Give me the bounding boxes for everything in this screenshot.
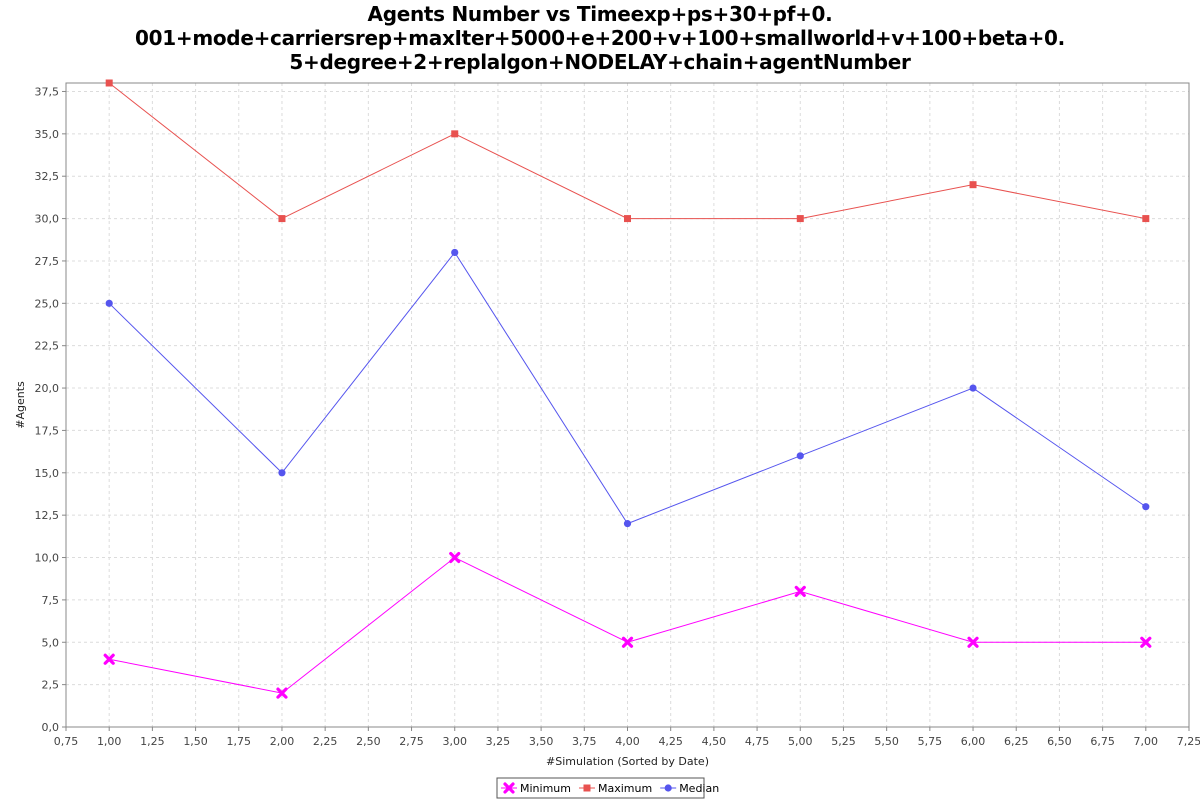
- legend-label-median: Median: [679, 782, 719, 795]
- legend-marker-median: [664, 784, 672, 792]
- data-point-minimum: [621, 636, 634, 648]
- data-point-median: [451, 248, 459, 257]
- chart-title-line-1: Agents Number vs Timeexp+ps+30+pf+0.: [367, 2, 833, 26]
- legend-marker-minimum: [503, 782, 515, 794]
- x-tick-label: 4,00: [615, 735, 640, 748]
- y-tick-label: 25,0: [35, 297, 60, 310]
- series-markers: [103, 79, 1152, 699]
- data-point-maximum: [624, 215, 631, 223]
- legend-label-minimum: Minimum: [520, 782, 571, 795]
- legend-box: [496, 777, 705, 799]
- legend-label-maximum: Maximum: [598, 782, 652, 795]
- y-tick-label: 7,5: [42, 594, 60, 607]
- y-tick-label: 5,0: [42, 636, 60, 649]
- x-tick-label: 6,25: [1004, 735, 1029, 748]
- x-axis-label: #Simulation (Sorted by Date): [546, 755, 709, 768]
- x-tick-label: 3,00: [442, 735, 467, 748]
- data-point-median: [796, 452, 804, 460]
- x-tick-label: 6,00: [961, 735, 986, 748]
- data-point-median: [623, 520, 632, 528]
- x-tick-label: 2,75: [399, 735, 424, 748]
- chart-title-line-3: 5+degree+2+replalgon+NODELAY+chain+agent…: [289, 50, 911, 74]
- y-tick-label: 37,5: [35, 85, 60, 98]
- x-tick-label: 4,75: [745, 735, 770, 748]
- y-tick-label: 0,0: [42, 721, 60, 734]
- x-tick-label: 3,75: [572, 735, 597, 748]
- legend: Minimum Maximum Median: [496, 777, 719, 799]
- legend-item-median: Median: [660, 782, 719, 795]
- y-tick-label: 32,5: [35, 170, 60, 183]
- y-tick-label: 35,0: [35, 128, 60, 141]
- data-point-median: [969, 384, 977, 392]
- x-tick-label: 5,25: [831, 735, 856, 748]
- legend-marker-maximum: [583, 784, 591, 792]
- x-tick-label: 7,25: [1177, 735, 1200, 748]
- x-tick-label: 5,00: [788, 735, 813, 748]
- y-tick-label: 10,0: [35, 552, 60, 565]
- x-tick-label: 5,75: [918, 735, 943, 748]
- x-tick-label: 4,50: [702, 735, 727, 748]
- grid: [65, 83, 1190, 728]
- axes: 0,75 1,00 1,25 1,50 1,75 2,00 2,25 2,50 2,75 3,00…: [35, 85, 1200, 748]
- data-point-median: [278, 469, 286, 477]
- y-tick-label: 17,5: [35, 424, 60, 437]
- y-tick-label: 27,5: [35, 255, 60, 268]
- data-point-minimum: [103, 653, 115, 665]
- y-axis-label: #Agents: [14, 381, 27, 429]
- x-tick-label: 1,25: [140, 735, 165, 748]
- x-tick-label: 1,75: [227, 735, 252, 748]
- x-tick-label: 1,50: [183, 735, 208, 748]
- data-point-minimum: [276, 687, 288, 699]
- x-tick-label: 6,75: [1090, 735, 1115, 748]
- x-tick-label: 2,00: [270, 735, 295, 748]
- y-tick-label: 22,5: [35, 340, 60, 353]
- legend-item-maximum: Maximum: [578, 782, 652, 795]
- data-point-minimum: [1140, 636, 1152, 648]
- y-tick-label: 20,0: [35, 382, 60, 395]
- data-point-maximum: [451, 130, 459, 138]
- x-tick-label: 2,25: [313, 735, 338, 748]
- data-point-maximum: [1142, 215, 1150, 223]
- data-point-minimum: [794, 585, 806, 598]
- y-tick-label: 30,0: [35, 213, 60, 226]
- y-tick-label: 15,0: [35, 467, 60, 480]
- legend-item-minimum: Minimum: [501, 782, 571, 795]
- x-tick-label: 5,50: [874, 735, 899, 748]
- x-tick-label: 2,50: [356, 735, 381, 748]
- x-tick-label: 4,25: [658, 735, 683, 748]
- y-tick-label: 2,5: [42, 679, 60, 692]
- data-point-minimum: [449, 551, 461, 564]
- x-tick-label: 0,75: [54, 735, 79, 748]
- x-tick-label: 3,50: [529, 735, 554, 748]
- chart-title: Agents Number vs Timeexp+ps+30+pf+0. 001…: [0, 2, 1200, 74]
- x-tick-label: 3,25: [486, 735, 511, 748]
- data-point-maximum: [278, 215, 286, 223]
- data-point-median: [105, 299, 113, 307]
- data-point-maximum: [969, 181, 977, 189]
- y-tick-label: 12,5: [35, 509, 60, 522]
- x-tick-label: 1,00: [97, 735, 122, 748]
- data-point-minimum: [967, 636, 979, 648]
- x-tick-label: 7,00: [1134, 735, 1159, 748]
- chart-title-line-2: 001+mode+carriersrep+maxIter+5000+e+200+…: [135, 26, 1065, 50]
- data-point-maximum: [105, 79, 113, 87]
- data-point-maximum: [796, 215, 804, 223]
- x-tick-label: 6,50: [1047, 735, 1072, 748]
- data-point-median: [1142, 503, 1150, 511]
